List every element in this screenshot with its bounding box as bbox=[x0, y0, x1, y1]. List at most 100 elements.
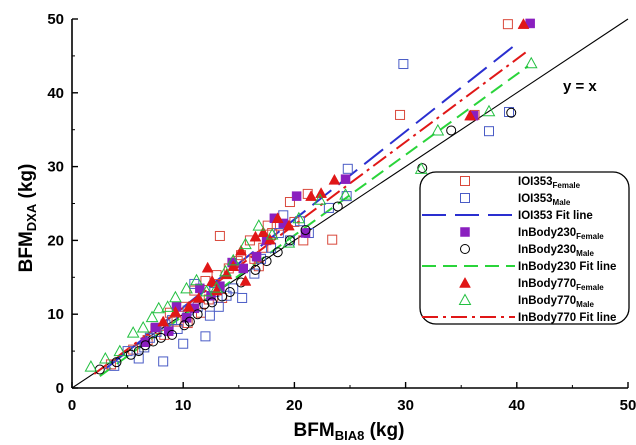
legend-label-main: IOI353 bbox=[518, 193, 553, 205]
data-point bbox=[250, 264, 261, 275]
data-point bbox=[178, 338, 189, 349]
data-point bbox=[180, 281, 193, 294]
legend-marker-swatch bbox=[458, 293, 472, 305]
legend-label-sub: Male bbox=[576, 300, 594, 309]
legend-label-sub: Female bbox=[553, 181, 581, 190]
legend-entry-inbody770-fit-line: InBody770 Fit line bbox=[422, 312, 616, 324]
data-point bbox=[292, 211, 306, 224]
data-point bbox=[150, 322, 161, 333]
data-point bbox=[272, 247, 283, 258]
legend-label: InBody770Male bbox=[518, 295, 595, 309]
data-point bbox=[284, 197, 295, 208]
y-axis-label-sub: DXA bbox=[24, 203, 39, 231]
legend-label-main: IOI353 bbox=[518, 176, 553, 188]
data-point bbox=[502, 19, 513, 30]
legend-label: IOI353Male bbox=[518, 193, 571, 207]
data-point bbox=[152, 301, 166, 314]
data-point bbox=[195, 283, 205, 294]
points-layer bbox=[84, 18, 538, 375]
legend-label: InBody230Male bbox=[518, 244, 595, 258]
data-point bbox=[239, 237, 252, 250]
data-point bbox=[113, 344, 127, 357]
data-point bbox=[228, 283, 239, 294]
y-axis-label-main: BFM bbox=[16, 231, 37, 272]
data-point bbox=[237, 292, 248, 303]
legend-box bbox=[419, 171, 630, 325]
data-point bbox=[136, 320, 150, 333]
data-point bbox=[190, 273, 203, 286]
data-point bbox=[200, 331, 211, 342]
data-point bbox=[207, 297, 218, 308]
data-point bbox=[155, 332, 166, 343]
x-axis-label-main: BFM bbox=[294, 420, 335, 441]
data-point bbox=[294, 216, 305, 227]
data-point bbox=[145, 310, 159, 323]
data-point bbox=[200, 284, 213, 297]
data-point bbox=[305, 190, 318, 201]
data-point bbox=[239, 274, 252, 286]
x-tick-label: 30 bbox=[397, 397, 414, 414]
data-point bbox=[282, 219, 295, 231]
data-point bbox=[204, 310, 215, 321]
legend-label-sub: Female bbox=[576, 283, 604, 292]
legend-entry-ioi353-female: IOI353Female bbox=[460, 176, 581, 190]
data-point bbox=[192, 291, 205, 303]
data-point bbox=[213, 301, 224, 312]
data-point bbox=[251, 251, 262, 262]
legend-entry-inbody230-fit-line: InBody230 Fit line bbox=[422, 261, 616, 273]
legend-label-main: InBody770 bbox=[518, 295, 576, 307]
legend-label-main: InBody770 Fit line bbox=[518, 312, 616, 324]
data-point bbox=[271, 212, 284, 224]
legend-label: InBody770 Fit line bbox=[518, 312, 616, 324]
data-point bbox=[206, 274, 219, 286]
data-point bbox=[224, 287, 235, 298]
y-axis-label-unit: (kg) bbox=[16, 164, 37, 204]
legend-marker-swatch bbox=[460, 193, 470, 203]
x-axis-label-sub: BIA8 bbox=[335, 428, 365, 443]
data-point bbox=[300, 228, 311, 238]
data-point bbox=[328, 173, 341, 185]
data-point bbox=[417, 163, 428, 174]
x-tick-labels: 0 10 20 30 40 50 bbox=[68, 397, 636, 414]
legend-label: IOI353Female bbox=[518, 176, 581, 190]
data-point bbox=[179, 320, 190, 331]
legend-label-main: InBody770 bbox=[518, 278, 576, 290]
y-tick-label: 10 bbox=[47, 306, 64, 323]
y-tick-label: 20 bbox=[47, 232, 64, 249]
data-point bbox=[192, 309, 203, 320]
y-tick-label: 0 bbox=[56, 380, 64, 397]
data-point bbox=[158, 356, 169, 367]
data-point bbox=[261, 256, 272, 267]
data-point bbox=[446, 125, 457, 136]
legend-entry-inbody770-female: InBody770Female bbox=[459, 276, 604, 292]
data-point bbox=[238, 263, 248, 274]
data-point bbox=[157, 315, 170, 327]
y-tick-label: 50 bbox=[47, 11, 64, 28]
x-tick-label: 0 bbox=[68, 397, 76, 414]
legend-label-sub: Female bbox=[576, 232, 604, 241]
data-point bbox=[482, 104, 496, 117]
data-point bbox=[227, 260, 240, 271]
data-point bbox=[282, 236, 296, 248]
data-point bbox=[524, 56, 538, 69]
legend-label-main: InBody230 bbox=[518, 244, 576, 256]
data-point bbox=[214, 230, 225, 241]
legend-marker-swatch bbox=[460, 176, 470, 186]
legend-marker-swatch bbox=[460, 227, 470, 237]
y-equals-x-annotation: y = x bbox=[563, 78, 597, 95]
x-tick-label: 20 bbox=[286, 397, 303, 414]
legend-label-main: InBody230 Fit line bbox=[518, 261, 616, 273]
data-point bbox=[161, 300, 174, 312]
data-point bbox=[199, 299, 210, 310]
data-point bbox=[284, 235, 295, 246]
data-point bbox=[257, 226, 270, 238]
data-point bbox=[249, 268, 260, 279]
x-axis-label-unit: (kg) bbox=[364, 420, 404, 441]
data-point bbox=[291, 191, 302, 201]
legend-label: InBody230 Fit line bbox=[518, 261, 616, 273]
data-point bbox=[431, 123, 445, 136]
data-point bbox=[140, 337, 151, 347]
legend-entry-inbody230-female: InBody230Female bbox=[460, 227, 604, 241]
data-point bbox=[313, 193, 327, 205]
